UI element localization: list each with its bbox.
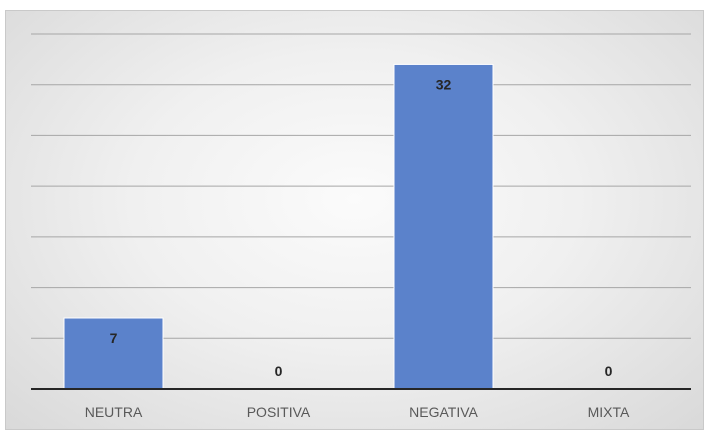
category-label: MIXTA bbox=[588, 404, 630, 420]
category-label: NEGATIVA bbox=[409, 404, 478, 420]
bar-neutra bbox=[63, 317, 164, 390]
data-label: 32 bbox=[436, 76, 452, 92]
data-label: 7 bbox=[110, 330, 118, 346]
category-label: NEUTRA bbox=[85, 404, 143, 420]
bar-negativa bbox=[393, 63, 494, 390]
data-label: 0 bbox=[275, 363, 283, 379]
category-label: POSITIVA bbox=[247, 404, 311, 420]
data-label: 0 bbox=[605, 363, 613, 379]
